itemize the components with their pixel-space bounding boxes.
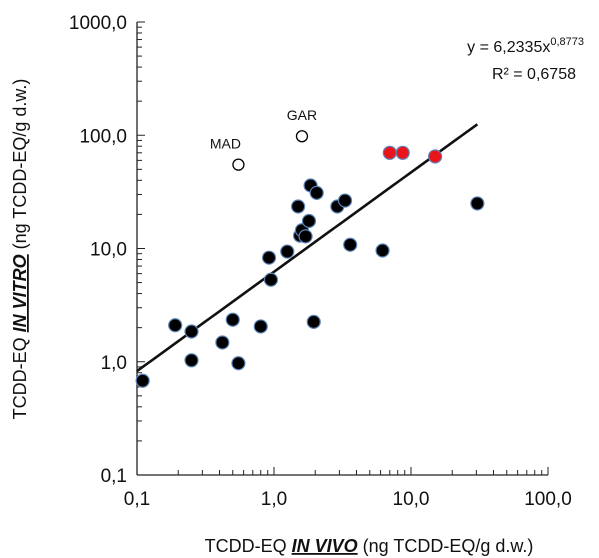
x-tick-label: 10,0: [393, 489, 430, 510]
data-point: [261, 250, 277, 265]
data-point: [291, 199, 306, 214]
data-point: [135, 373, 150, 388]
data-point: [298, 229, 313, 244]
data-point: [231, 356, 246, 371]
data-point: [395, 145, 410, 160]
data-point: [382, 145, 397, 160]
data-point: [280, 244, 295, 259]
data-point: [168, 318, 183, 333]
data-point: [301, 213, 317, 229]
y-tick-label: 0,1: [101, 466, 127, 487]
y-tick-label: 1,0: [101, 353, 127, 374]
x-tick-label: 0,1: [124, 489, 150, 510]
annotations-layer: MAD GAR: [210, 107, 317, 151]
x-tick-label: 100,0: [524, 489, 572, 510]
data-point: [184, 324, 199, 339]
point-annotation: MAD: [210, 136, 241, 152]
y-tick-label: 1000,0: [69, 13, 127, 34]
x-tick-label: 1,0: [261, 489, 287, 510]
y-axis-title: TCDD-EQ IN VITRO (ng TCDD-EQ/g d.w.): [10, 79, 30, 420]
x-axis-title: TCDD-EQ IN VIVO (ng TCDD-EQ/g d.w.): [205, 536, 534, 556]
data-point: [184, 353, 199, 368]
y-tick-label: 10,0: [90, 240, 127, 261]
data-point: [309, 185, 324, 200]
points-layer: [135, 130, 485, 388]
data-point: [306, 314, 321, 329]
r-squared-label: R² = 0,6758: [492, 66, 576, 83]
open-data-point: [295, 130, 309, 143]
axes: 0,1 1,0 10,0 100,0 0,1 1,0 10,0 100,0 1000,0: [69, 13, 572, 510]
y-tick-label: 100,0: [79, 126, 127, 147]
trendline-equation: y = 6,2335x0,8773: [467, 36, 584, 56]
data-point: [263, 272, 279, 287]
data-point: [337, 193, 353, 208]
data-point: [375, 243, 390, 258]
point-annotation: GAR: [287, 107, 317, 123]
data-point: [343, 237, 358, 252]
data-point: [215, 335, 230, 350]
open-data-point: [232, 158, 245, 171]
data-point: [428, 149, 443, 164]
data-point: [225, 312, 240, 327]
data-point: [253, 319, 268, 334]
data-point: [470, 196, 485, 211]
